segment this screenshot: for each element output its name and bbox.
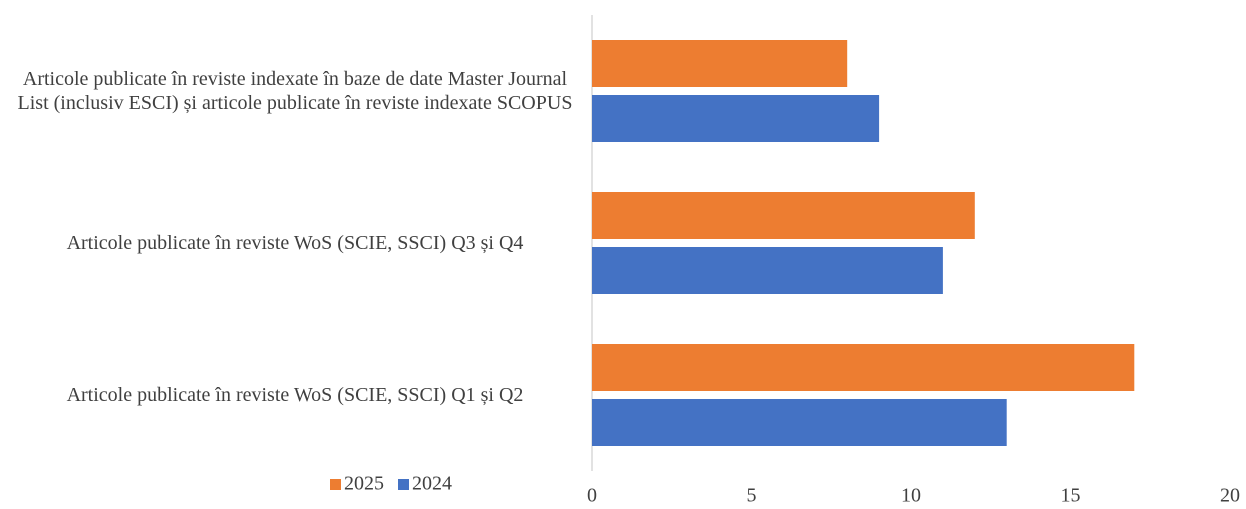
legend-swatch — [398, 479, 409, 490]
bar — [592, 192, 975, 239]
x-tick-label: 0 — [587, 485, 597, 507]
legend-label: 2024 — [412, 473, 452, 495]
legend-label: 2025 — [344, 473, 384, 495]
x-tick-label: 10 — [901, 485, 921, 507]
bar — [592, 399, 1007, 446]
x-tick-label: 5 — [747, 485, 757, 507]
x-tick-label: 20 — [1220, 485, 1240, 507]
bar — [592, 247, 943, 294]
x-tick-label: 15 — [1061, 485, 1081, 507]
y-tick-label: Articole publicate în reviste indexate î… — [17, 68, 573, 114]
legend-swatch — [330, 479, 341, 490]
y-tick-label: Articole publicate în reviste WoS (SCIE,… — [66, 232, 524, 254]
y-tick-label: Articole publicate în reviste WoS (SCIE,… — [66, 384, 524, 406]
bar — [592, 95, 880, 142]
bar — [592, 344, 1135, 391]
bar — [592, 40, 848, 87]
